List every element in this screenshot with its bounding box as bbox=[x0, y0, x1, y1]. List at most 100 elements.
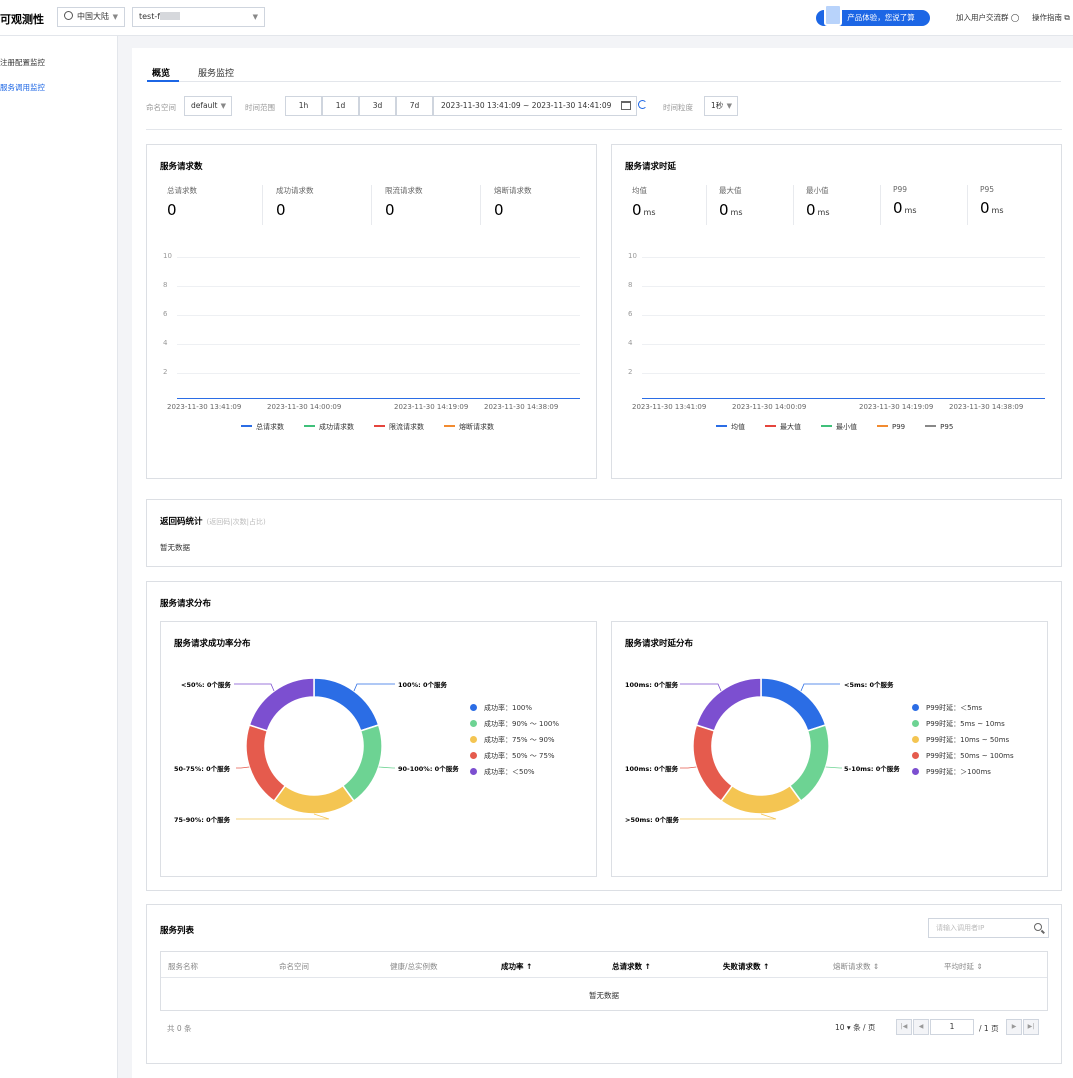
donut-slice[interactable] bbox=[788, 724, 830, 803]
request-line-chart: 10 8 6 4 2 2023-11-30 13:41:09 2023-11-30 14:0… bbox=[147, 145, 598, 480]
date-range-picker[interactable]: 2023-11-30 13:41:09 ~ 2023-11-30 14:41:0… bbox=[433, 96, 637, 116]
return-code-subtitle: (返回码|次数|占比) bbox=[206, 518, 266, 526]
series-line bbox=[642, 398, 1045, 399]
community-link[interactable]: 加入用户交流群 ◯ bbox=[956, 12, 1019, 23]
donut-slice[interactable] bbox=[248, 677, 315, 732]
tab-overview[interactable]: 概览 bbox=[152, 69, 171, 79]
legend-item[interactable]: 成功率：75% ～ 90% bbox=[470, 735, 555, 745]
prev-page-icon[interactable]: ◀ bbox=[913, 1019, 929, 1035]
legend-item[interactable]: 限流请求数 bbox=[374, 423, 424, 431]
legend-dot bbox=[470, 768, 477, 775]
metric-divider bbox=[371, 185, 372, 225]
column-namespace[interactable]: 命名空间 bbox=[279, 962, 309, 971]
legend-dot bbox=[912, 720, 919, 727]
sidebar-item-registry-monitor[interactable]: 注册配置监控 bbox=[0, 58, 45, 67]
metric-value: 0 ms bbox=[719, 201, 743, 219]
request-latency-panel: 服务请求时延 均值 0 ms 最大值 0 ms 最小值 0 ms P99 0 ms P9… bbox=[611, 144, 1062, 479]
legend-item[interactable]: P99时延：10ms ~ 50ms bbox=[912, 735, 1009, 745]
tab-service-monitor[interactable]: 服务监控 bbox=[198, 69, 235, 79]
namespace-select[interactable]: default ▼ bbox=[184, 96, 232, 116]
x-tick-label: 2023-11-30 13:41:09 bbox=[632, 403, 707, 411]
series-line bbox=[177, 398, 580, 399]
donut-slice[interactable] bbox=[719, 784, 803, 815]
donut-slice[interactable] bbox=[760, 677, 827, 732]
column-failed-requests[interactable]: 失败请求数 ↑ bbox=[723, 962, 770, 971]
success-rate-donut-chart: 100%: 0个服务 90-100%: 0个服务 75-90%: 0个服务 50-75… bbox=[161, 622, 598, 878]
column-success-rate[interactable]: 成功率 ↑ bbox=[501, 962, 533, 971]
instance-select[interactable]: test-f ▼ bbox=[132, 7, 265, 27]
table-header: 服务名称 命名空间 健康/总实例数 成功率 ↑ 总请求数 ↑ 失败请求数 ↑ 熔… bbox=[161, 952, 1047, 978]
legend-item[interactable]: 成功请求数 bbox=[304, 423, 354, 431]
legend-item[interactable]: 成功率：＜50% bbox=[470, 767, 535, 777]
time-range-label: 时间范围 bbox=[245, 103, 275, 112]
slice-label: 5-10ms: 0个服务 bbox=[844, 765, 900, 773]
legend-item[interactable]: 最小值 bbox=[821, 423, 857, 431]
legend-label: 成功请求数 bbox=[319, 423, 354, 431]
sidebar-item-service-call-monitor[interactable]: 服务调用监控 bbox=[0, 83, 45, 92]
legend-label: P99时延：＞100ms bbox=[926, 768, 991, 776]
y-tick-label: 6 bbox=[163, 310, 168, 318]
legend-label: 限流请求数 bbox=[389, 423, 424, 431]
request-count-panel: 服务请求数 总请求数 0 成功请求数 0 限流请求数 0 熔断请求数 0 10 8… bbox=[146, 144, 597, 479]
chart-legend: 总请求数 成功请求数 限流请求数 熔断请求数 bbox=[241, 422, 514, 432]
first-page-icon[interactable]: |◀ bbox=[896, 1019, 912, 1035]
legend-item[interactable]: P99时延：5ms ~ 10ms bbox=[912, 719, 1005, 729]
range-button-7d[interactable]: 7d bbox=[396, 96, 433, 116]
column-service-name[interactable]: 服务名称 bbox=[168, 962, 198, 971]
donut-svg bbox=[680, 677, 842, 820]
chevron-down-icon: ▼ bbox=[112, 13, 118, 21]
page-size-select[interactable]: 10 ▾ 条 / 页 bbox=[835, 1023, 876, 1032]
metric-total-requests: 总请求数 0 bbox=[167, 185, 197, 219]
column-avg-latency[interactable]: 平均时延 ⇕ bbox=[944, 962, 983, 971]
grid-line bbox=[177, 344, 580, 345]
page-number-input[interactable]: 1 bbox=[930, 1019, 974, 1035]
legend-item[interactable]: 均值 bbox=[716, 423, 745, 431]
metric-divider bbox=[967, 185, 968, 225]
region-select[interactable]: 中国大陆 ▼ bbox=[57, 7, 125, 27]
legend-dot bbox=[470, 720, 477, 727]
return-code-title: 返回码统计 bbox=[160, 517, 203, 527]
donut-slice[interactable] bbox=[245, 724, 287, 803]
legend-item[interactable]: 总请求数 bbox=[241, 423, 284, 431]
column-circuit-broken-requests[interactable]: 熔断请求数 ⇕ bbox=[833, 962, 880, 971]
column-total-requests[interactable]: 总请求数 ↑ bbox=[612, 962, 651, 971]
grid-line bbox=[177, 373, 580, 374]
legend-label: 最大值 bbox=[780, 423, 801, 431]
last-page-icon[interactable]: ▶| bbox=[1023, 1019, 1039, 1035]
legend-item[interactable]: 熔断请求数 bbox=[444, 423, 494, 431]
legend-item[interactable]: P99时延：50ms ~ 100ms bbox=[912, 751, 1014, 761]
leader-line bbox=[680, 766, 697, 769]
feedback-promo-button[interactable]: 产品体验，您说了算 bbox=[816, 10, 930, 26]
range-button-3d[interactable]: 3d bbox=[359, 96, 396, 116]
y-tick-label: 10 bbox=[628, 252, 637, 260]
legend-item[interactable]: P99时延：＜5ms bbox=[912, 703, 982, 713]
range-button-1h[interactable]: 1h bbox=[285, 96, 322, 116]
legend-item[interactable]: 成功率：100% bbox=[470, 703, 532, 713]
guide-link[interactable]: 操作指南 ⧉ bbox=[1032, 12, 1070, 23]
legend-dot bbox=[470, 736, 477, 743]
refresh-icon[interactable] bbox=[638, 100, 647, 109]
slice-label: <50%: 0个服务 bbox=[181, 681, 231, 689]
granularity-select[interactable]: 1秒 ▼ bbox=[704, 96, 738, 116]
legend-item[interactable]: P99时延：＞100ms bbox=[912, 767, 991, 777]
metric-divider bbox=[262, 185, 263, 225]
legend-item[interactable]: P95 bbox=[925, 423, 953, 431]
donut-slice[interactable] bbox=[341, 724, 383, 803]
donut-slice[interactable] bbox=[695, 677, 762, 732]
search-icon[interactable] bbox=[1034, 923, 1042, 931]
range-button-1d[interactable]: 1d bbox=[322, 96, 359, 116]
x-tick-label: 2023-11-30 14:00:09 bbox=[732, 403, 807, 411]
caller-ip-search-input[interactable]: 请输入调用者IP bbox=[928, 918, 1049, 938]
donut-slice[interactable] bbox=[313, 677, 380, 732]
legend-item[interactable]: 最大值 bbox=[765, 423, 801, 431]
filter-divider bbox=[146, 129, 1062, 130]
column-healthy-instances[interactable]: 健康/总实例数 bbox=[390, 962, 438, 971]
legend-item[interactable]: 成功率：50% ～ 75% bbox=[470, 751, 555, 761]
donut-slice[interactable] bbox=[272, 784, 356, 815]
legend-swatch bbox=[925, 425, 937, 427]
legend-item[interactable]: 成功率：90% ～ 100% bbox=[470, 719, 559, 729]
donut-slice[interactable] bbox=[692, 724, 734, 803]
legend-item[interactable]: P99 bbox=[877, 423, 905, 431]
next-page-icon[interactable]: ▶ bbox=[1006, 1019, 1022, 1035]
metric-value: 0 ms bbox=[806, 201, 830, 219]
